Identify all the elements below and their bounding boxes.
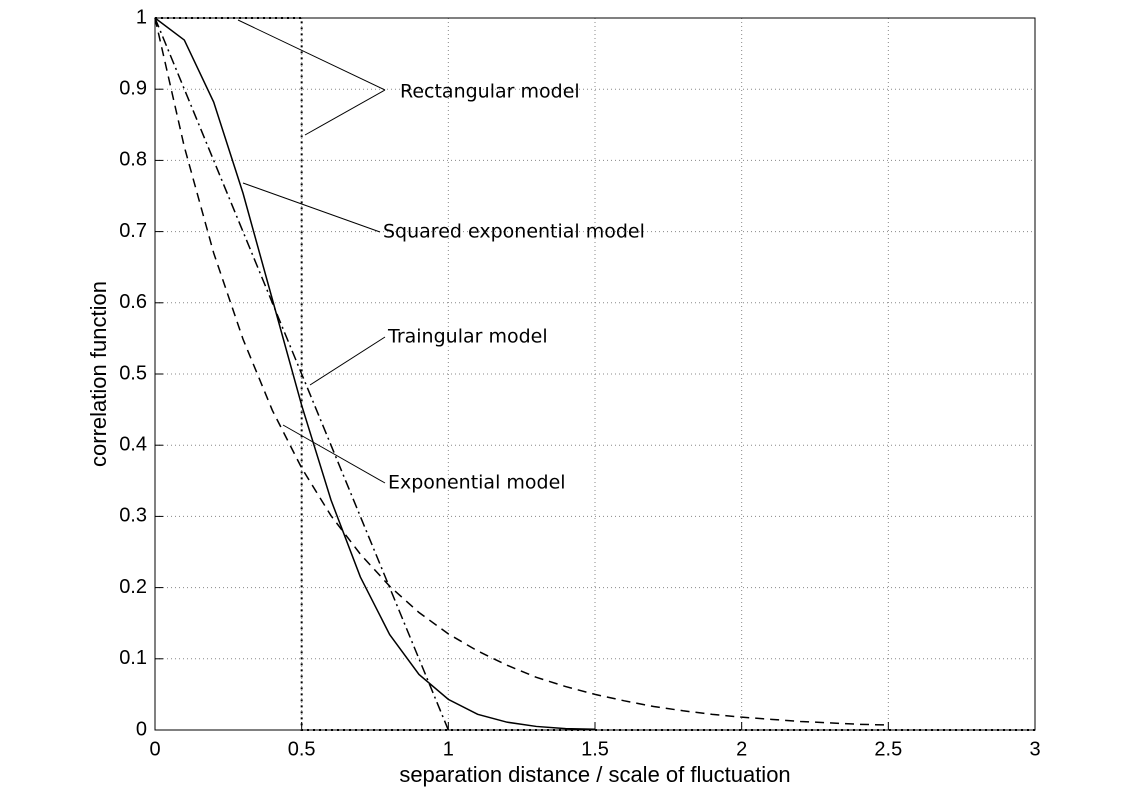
y-tick-label: 0.7 bbox=[119, 220, 147, 242]
x-tick-label: 1.5 bbox=[581, 738, 609, 760]
leader-line bbox=[237, 19, 386, 91]
leader-line bbox=[242, 182, 381, 233]
series-line bbox=[155, 17, 1035, 731]
x-tick-label: 2 bbox=[736, 738, 747, 760]
y-axis-label: correlation function bbox=[86, 281, 111, 467]
y-tick-label: 0 bbox=[136, 718, 147, 740]
y-tick-label: 1 bbox=[136, 6, 147, 28]
y-tick-label: 0.1 bbox=[119, 647, 147, 669]
legend-label: Exponential model bbox=[388, 472, 566, 494]
x-tick-label: 1 bbox=[443, 738, 454, 760]
x-tick-label: 2.5 bbox=[874, 738, 902, 760]
legend-label: Squared exponential model bbox=[383, 221, 645, 243]
x-tick-label: 0.5 bbox=[288, 738, 316, 760]
y-tick-label: 0.4 bbox=[119, 433, 147, 455]
y-tick-label: 0.5 bbox=[119, 362, 147, 384]
y-tick-label: 0.8 bbox=[119, 149, 147, 171]
leader-line bbox=[304, 89, 386, 136]
y-tick-label: 0.6 bbox=[119, 291, 147, 313]
y-tick-label: 0.2 bbox=[119, 576, 147, 598]
series-line bbox=[154, 17, 889, 726]
x-tick-label: 0 bbox=[149, 738, 160, 760]
series-line bbox=[154, 17, 450, 731]
x-tick-label: 3 bbox=[1029, 738, 1040, 760]
legend-label: Rectangular model bbox=[400, 81, 580, 103]
leader-line bbox=[282, 424, 386, 484]
x-axis-label: separation distance / scale of fluctuati… bbox=[399, 762, 790, 787]
y-tick-label: 0.3 bbox=[119, 505, 147, 527]
y-tick-label: 0.9 bbox=[119, 77, 147, 99]
series-line bbox=[154, 17, 596, 731]
leader-line bbox=[309, 336, 386, 386]
legend-label: Traingular model bbox=[387, 326, 548, 348]
